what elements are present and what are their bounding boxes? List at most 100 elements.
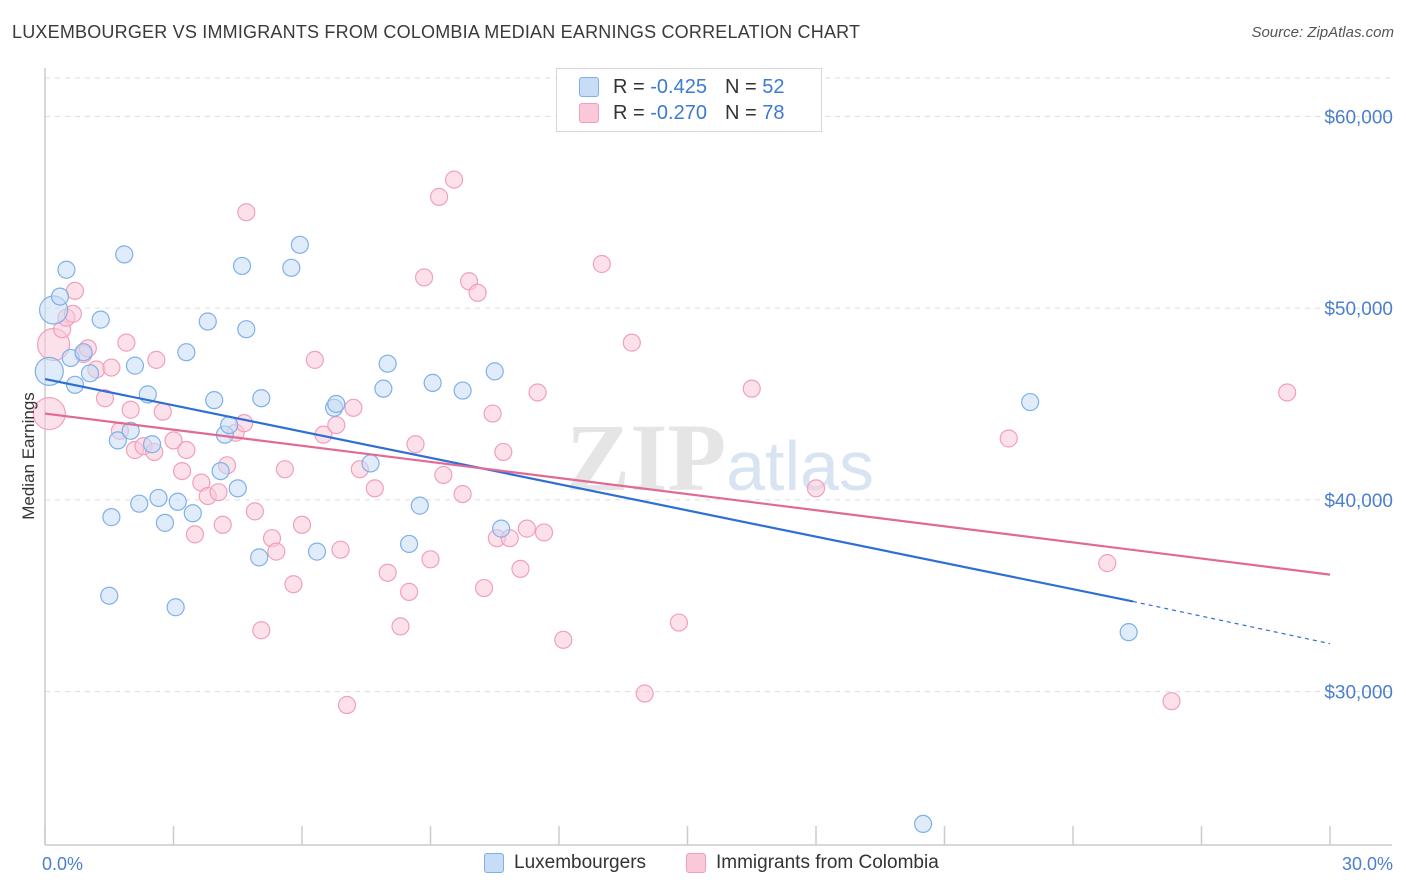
colombia-point [534, 523, 554, 542]
luxembourger-point [307, 542, 327, 561]
y-tick-label: $40,000 [1324, 491, 1393, 512]
colombia-point [483, 404, 502, 423]
luxembourger-point [211, 461, 230, 481]
legend-label: Immigrants from Colombia [716, 852, 939, 873]
colombia-point [622, 333, 641, 352]
luxembourger-point [168, 492, 187, 511]
colombia-point [121, 400, 140, 419]
n-value: 78 [762, 101, 785, 124]
n-label: N = [724, 101, 763, 124]
y-tick-label: $60,000 [1324, 107, 1393, 128]
colombia-point [235, 414, 254, 433]
colombia-point [327, 415, 346, 435]
watermark-atlas: atlas [726, 427, 874, 505]
colombia-point [292, 515, 312, 534]
luxembourger-point [232, 256, 252, 276]
colombia-point [305, 350, 324, 369]
colombia-point [1098, 554, 1117, 573]
colombia-point [95, 389, 115, 408]
luxembourger-point [378, 354, 397, 373]
luxembourger-point [228, 479, 247, 498]
colombia-point [153, 402, 172, 421]
legend-label: Luxembourgers [514, 852, 647, 873]
colombia-point [406, 435, 425, 454]
luxembourger-point [149, 488, 168, 508]
bottom-legend-luxembourgers: Luxembourgers [484, 852, 646, 874]
colombia-trendline [44, 412, 1331, 576]
colombia-point [391, 617, 410, 636]
chart-title: LUXEMBOURGER VS IMMIGRANTS FROM COLOMBIA… [12, 22, 861, 42]
colombia-point [1278, 383, 1297, 402]
luxembourger-trendline [44, 377, 1134, 603]
colombia-point [284, 575, 303, 594]
colombia-point [635, 684, 654, 703]
colombia-point [444, 170, 464, 189]
luxembourger-point [252, 389, 271, 408]
luxembourger-point [74, 343, 93, 362]
colombia-point [275, 460, 294, 479]
colombia-point [331, 540, 350, 559]
colombia-point [164, 431, 183, 450]
luxembourger-point [290, 235, 309, 254]
luxembourger-point [177, 343, 196, 362]
colombia-point [494, 442, 513, 462]
colombia-point [474, 578, 494, 598]
luxembourger-point [282, 258, 301, 277]
legend-row-luxembourgers: R = -0.425 N = 52 [579, 75, 784, 99]
colombia-point [999, 429, 1018, 448]
luxembourger-point [198, 312, 217, 331]
luxembourger-point [220, 415, 239, 435]
luxembourger-point [125, 356, 145, 375]
luxembourger-point [913, 814, 933, 834]
legend-row-colombia: R = -0.270 N = 78 [579, 101, 784, 125]
colombia-point [172, 461, 192, 481]
colombia-point [399, 582, 419, 601]
luxembourger-point [102, 508, 121, 527]
colombia-point [421, 550, 440, 569]
colombia-point [429, 187, 449, 206]
colombia-point [102, 358, 121, 377]
luxembourger-point [327, 394, 346, 414]
luxembourger-point [250, 548, 269, 567]
x-tick-label: 30.0% [1342, 854, 1393, 874]
watermark-zip: ZIP [566, 404, 726, 511]
luxembourger-point [80, 364, 100, 383]
colombia-point [1162, 692, 1181, 711]
legend-swatch-pink [686, 853, 706, 873]
colombia-point [669, 613, 689, 632]
luxembourger-point [34, 356, 64, 386]
luxembourger-point [115, 245, 134, 264]
luxembourger-point [166, 598, 185, 617]
y-axis-title: Median Earnings [19, 392, 38, 520]
r-label: R = [613, 101, 651, 124]
colombia-point [554, 630, 573, 649]
luxembourger-point [423, 373, 442, 392]
colombia-point [147, 350, 166, 369]
colombia-point [117, 333, 136, 352]
r-value: -0.270 [650, 101, 707, 124]
colombia-point [177, 440, 196, 460]
luxembourger-point [100, 586, 119, 605]
colombia-point [468, 283, 487, 302]
luxembourger-point [205, 391, 224, 410]
colombia-point [414, 268, 434, 287]
colombia-point [237, 203, 256, 222]
luxembourger-point [453, 381, 472, 400]
watermark: ZIPatlas [566, 404, 874, 511]
label-layer: $30,000 $40,000 $50,000 $60,000 0.0% 30.0% Med… [19, 107, 1393, 874]
luxembourger-point [237, 320, 256, 339]
colombia-point [511, 559, 530, 578]
grid-layer [45, 77, 1392, 693]
luxembourger-point [121, 421, 140, 440]
colombia-point [365, 479, 384, 498]
colombia-point [453, 484, 472, 504]
n-value: 52 [762, 75, 785, 98]
luxembourger-point [142, 435, 162, 454]
colombia-point [592, 254, 611, 274]
correlation-legend: R = -0.425 N = 52 R = -0.270 N = 78 [556, 68, 822, 132]
colombia-point [344, 398, 363, 417]
luxembourger-point [183, 504, 202, 523]
colombia-point [337, 695, 357, 715]
colombia-point [742, 379, 761, 398]
trend-layer [44, 377, 1331, 645]
